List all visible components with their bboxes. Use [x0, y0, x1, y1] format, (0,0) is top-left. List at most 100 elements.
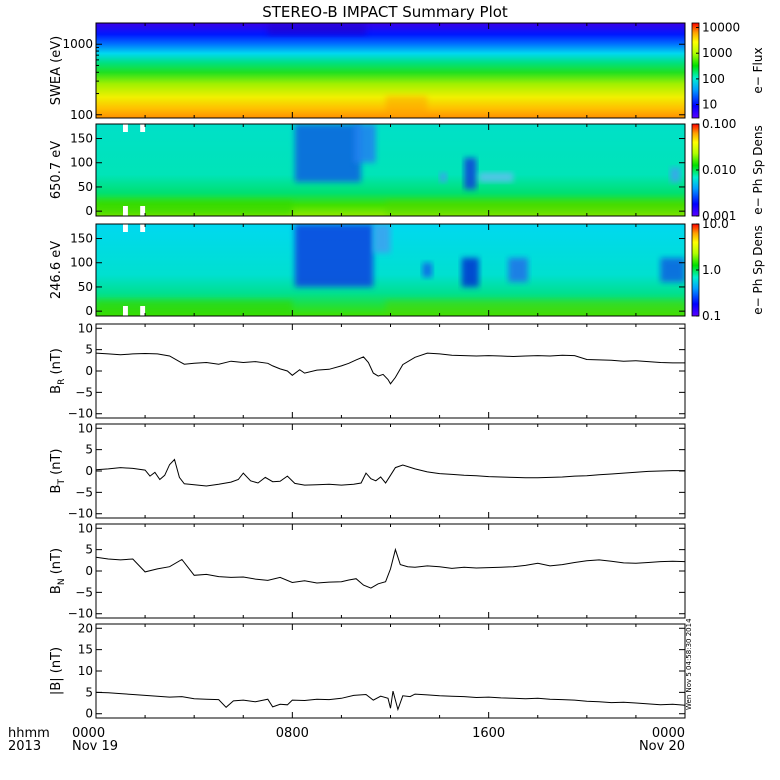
y-tick-label: 0: [85, 564, 93, 578]
y-tick-label: 5: [85, 343, 93, 357]
y-axis-label: SWEA (eV): [49, 36, 64, 105]
y-tick-label: 100: [70, 156, 93, 170]
panel-pad246: 0.1 1.0 10.0 e− Ph Sp Dens 0 50 100 150 246.6 eV: [49, 217, 765, 323]
plot-title: STEREO-B IMPACT Summary Plot: [262, 3, 508, 21]
colorbar-label: e− Ph Sp Dens: [751, 125, 765, 214]
pad246-blob: [461, 257, 479, 287]
swea-dark-band: [267, 23, 366, 35]
y-axis-label: BT (nT): [49, 449, 67, 494]
panel-bt: −10 −5 0 5 10 BT (nT): [49, 421, 686, 521]
panel-br: −10 −5 0 5 10 BR (nT): [49, 321, 686, 421]
pad650-blob: [464, 157, 477, 190]
y-tick-label: 0: [85, 464, 93, 478]
pad650-blob: [478, 172, 514, 183]
data-gap: [122, 206, 128, 216]
colorbar-label: e− Ph Sp Dens: [751, 225, 765, 314]
y-axis-label: BR (nT): [49, 348, 67, 394]
y-tick-label: 50: [78, 280, 93, 294]
y-tick-label: −5: [75, 585, 93, 599]
y-tick-label: 0: [85, 364, 93, 378]
pad650-blob: [670, 167, 681, 183]
data-gap: [140, 124, 146, 132]
pad246-blob: [422, 262, 433, 278]
y-tick-label: 15: [78, 643, 93, 657]
y-tick-label: 150: [70, 232, 93, 246]
br-frame: [95, 323, 686, 419]
time-tick-label: 1600: [472, 726, 505, 741]
br-series-line: [95, 352, 685, 385]
bt-frame: [95, 423, 686, 519]
colorbar-tick-label: 0.1: [702, 309, 721, 323]
y-tick-label: −10: [68, 607, 93, 621]
creation-stamp: Wen Nov 5 04:58:30 2014: [685, 618, 693, 710]
pad246-image: [96, 224, 685, 316]
pad650-image: [96, 124, 685, 216]
colorbar-tick-label: 10.0: [702, 217, 729, 231]
panel-bn: −10 −5 0 5 10 BN (nT): [49, 521, 686, 621]
y-tick-label: 5: [85, 543, 93, 557]
y-tick-label: −5: [75, 485, 93, 499]
time-tick-label: 0800: [276, 726, 309, 741]
time-corner-bottom: 2013: [8, 739, 41, 754]
y-tick-label: 0: [85, 204, 93, 218]
data-gap: [122, 306, 128, 316]
data-gap: [140, 224, 146, 232]
panel-bmag: 0 5 10 15 20 |B| (nT): [49, 621, 686, 721]
swea-image: [96, 23, 685, 118]
y-tick-label: 150: [70, 132, 93, 146]
colorbar-tick-label: 10: [702, 98, 717, 112]
y-axis-label: 246.6 eV: [49, 241, 64, 299]
colorbar-tick-label: 0.100: [702, 117, 736, 131]
y-tick-label: 1000: [62, 37, 93, 51]
y-tick-label: −10: [68, 407, 93, 421]
colorbar-tick-label: 1000: [702, 46, 733, 60]
colorbar-tick-label: 1.0: [702, 263, 721, 277]
colorbar-tick-label: 0.001: [702, 209, 736, 223]
data-gap: [140, 306, 146, 316]
pad650-blob: [439, 172, 447, 183]
bmag-frame: [95, 623, 686, 719]
y-tick-label: 100: [70, 256, 93, 270]
colorbar-tick-label: 100: [702, 72, 725, 86]
y-tick-label: 5: [85, 685, 93, 699]
y-tick-label: 20: [78, 621, 93, 635]
bt-series-line: [95, 458, 685, 487]
time-tick-label: 0000: [652, 726, 685, 741]
pad650-low-band: [385, 200, 685, 216]
time-tick-date: Nov 19: [72, 739, 118, 754]
y-tick-label: 10: [78, 664, 93, 678]
y-tick-label: 0: [85, 304, 93, 318]
time-tick-label: 0000: [72, 726, 105, 741]
y-tick-label: 5: [85, 443, 93, 457]
y-tick-label: 10: [78, 421, 93, 435]
data-gap: [122, 224, 128, 232]
pad246-blob: [660, 257, 685, 283]
panel-pad650: 0.001 0.010 0.100 e− Ph Sp Dens 0 50 100 150 650…: [49, 117, 765, 223]
y-axis-label: |B| (nT): [49, 647, 64, 695]
y-tick-label: 50: [78, 180, 93, 194]
y-tick-label: 0: [85, 707, 93, 721]
y-tick-label: −5: [75, 385, 93, 399]
y-tick-label: 10: [78, 521, 93, 535]
y-tick-label: 100: [70, 108, 93, 122]
colorbar-tick-label: 10000: [702, 21, 740, 35]
colorbar-tick-label: 0.010: [702, 163, 736, 177]
bmag-series-line: [95, 690, 686, 712]
pad246-blob: [508, 257, 528, 283]
pad246-blob: [294, 224, 374, 287]
bn-series-line: [95, 547, 686, 589]
bn-frame: [95, 523, 686, 619]
time-corner-top: hhmm: [8, 726, 50, 741]
data-gap: [140, 206, 146, 216]
colorbar-label: e− Flux: [751, 47, 765, 93]
swea-colorbar: [691, 22, 700, 119]
pad650-blob: [353, 124, 376, 163]
time-tick-date: Nov 20: [639, 739, 685, 754]
y-axis-label: BN (nT): [49, 548, 67, 594]
pad650-blob: [294, 124, 362, 183]
data-gap: [122, 124, 128, 132]
